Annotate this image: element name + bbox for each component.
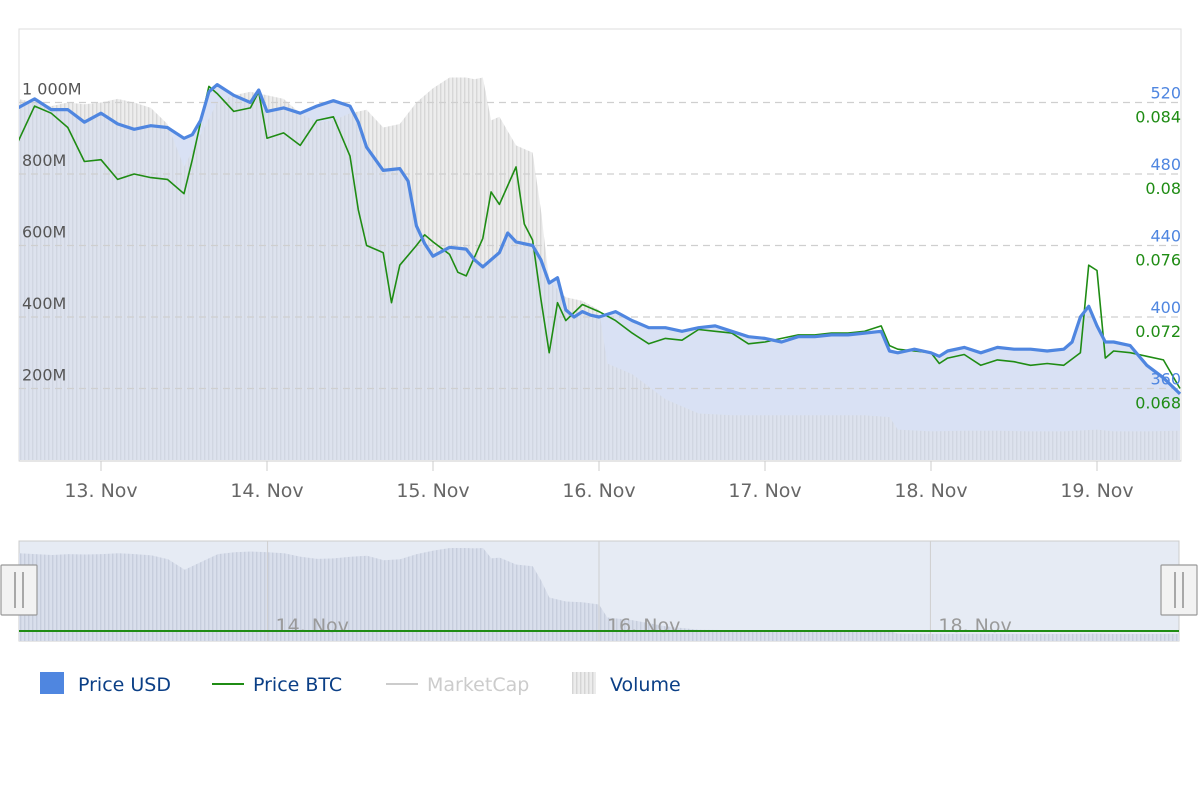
y-tick-label-usd: 480 [1150, 155, 1181, 174]
chart-legend: Price USD Price BTC MarketCap Volume [40, 672, 681, 696]
legend-item[interactable]: Volume [572, 672, 681, 696]
y-tick-label-btc: 0.084 [1135, 108, 1181, 127]
legend-item[interactable]: Price USD [40, 672, 171, 696]
y-tick-label-left: 200M [22, 366, 66, 385]
y-axis-volume: 200M 400M 600M 800M 1 000M [22, 80, 82, 385]
navigator-volume-area [19, 548, 1179, 641]
legend-label: Price USD [78, 674, 171, 696]
price-usd-area-overlay [19, 84, 1180, 460]
y-tick-label-btc: 0.072 [1135, 322, 1181, 341]
legend-item[interactable]: MarketCap [386, 674, 529, 696]
navigator-series [19, 548, 1179, 641]
handle-body[interactable] [0, 564, 38, 616]
navigator-label: 16. Nov [607, 615, 680, 637]
y-axis-price-btc: 0.068 0.072 0.076 0.08 0.084 [1135, 108, 1181, 413]
legend-label: MarketCap [427, 674, 529, 696]
legend-item[interactable]: Price BTC [212, 674, 342, 696]
y-tick-label-left: 600M [22, 223, 66, 242]
legend-symbol-hatched [572, 672, 596, 694]
series-lines [19, 83, 1181, 396]
x-tick-label: 13. Nov [64, 480, 137, 502]
y-tick-label-btc: 0.076 [1135, 251, 1181, 270]
range-navigator[interactable]: 14. Nov 16. Nov 18. Nov [0, 540, 1198, 642]
y-tick-label-left: 1 000M [22, 80, 82, 99]
y-tick-label-usd: 440 [1150, 227, 1181, 246]
handle-body[interactable] [1160, 564, 1198, 616]
x-tick-label: 18. Nov [894, 480, 967, 502]
legend-label: Price BTC [253, 674, 342, 696]
price-usd-line [19, 83, 1181, 396]
navigator-handle-right[interactable] [1160, 564, 1198, 616]
x-tick-label: 14. Nov [230, 480, 303, 502]
y-tick-label-left: 800M [22, 151, 66, 170]
y-tick-label-usd: 520 [1150, 84, 1181, 103]
x-tick-label: 16. Nov [562, 480, 635, 502]
volume-area [19, 77, 1180, 460]
x-tick-label: 19. Nov [1060, 480, 1133, 502]
x-tick-label: 17. Nov [728, 480, 801, 502]
navigator-label: 14. Nov [276, 615, 349, 637]
y-axis-price-usd: 360 400 440 480 520 [1150, 84, 1181, 389]
y-tick-label-left: 400M [22, 294, 66, 313]
legend-label: Volume [610, 674, 681, 696]
x-axis: 13. Nov 14. Nov 15. Nov 16. Nov 17. Nov 18. N… [64, 461, 1134, 502]
navigator-label: 18. Nov [938, 615, 1011, 637]
y-tick-label-usd: 360 [1150, 370, 1181, 389]
y-tick-label-usd: 400 [1150, 298, 1181, 317]
plot-area[interactable] [18, 77, 1180, 461]
y-tick-label-btc: 0.08 [1145, 179, 1181, 198]
x-tick-label: 15. Nov [396, 480, 469, 502]
price-btc-line [19, 85, 1181, 389]
navigator-handle-left[interactable] [0, 564, 38, 616]
legend-symbol-square [40, 672, 64, 694]
y-tick-label-btc: 0.068 [1135, 394, 1181, 413]
